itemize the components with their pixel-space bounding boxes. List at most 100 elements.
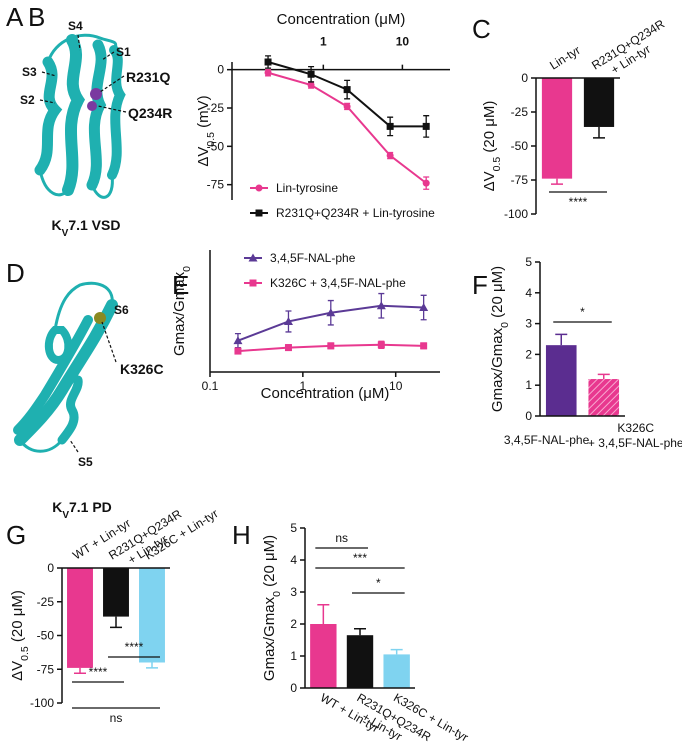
y-axis-label-part: 0 [271,591,283,597]
x-axis-label-part: Concentration (μM) [261,385,390,402]
y-axis-label-part: Gmax/Gmax [261,596,278,681]
x-tick-label: R231Q+Q234R+ Lin-tyr [589,16,675,84]
y-axis-label-part: (20 μM) [9,590,26,646]
y-axis-label: ΔV0.5 (mV) [195,95,217,166]
y-tick-label: 0 [47,561,54,575]
bar [588,379,620,416]
bar [541,78,573,179]
y-tick-label: -50 [511,139,529,153]
error-bar [317,604,330,624]
y-tick-label: -75 [511,173,529,187]
significance-label: **** [89,665,108,679]
y-tick-label: 0 [217,63,224,77]
panel-letter: E [172,270,189,300]
panel-letter: C [472,14,491,44]
significance-label: ns [335,531,348,545]
y-axis-label: Gmax/Gmax0 (20 μM) [261,535,283,681]
structure-label: S3 [22,65,37,79]
y-axis-label-part: ΔV [9,661,26,681]
y-tick-label: 1 [525,378,532,392]
structure-vsd [34,33,126,199]
marker [343,102,351,110]
y-tick-label: 5 [290,521,297,535]
error-bar [110,616,122,629]
y-axis-label: ΔV0.5 (20 μM) [481,101,503,192]
y-axis-label-part: 0 [181,266,193,272]
residue-sphere [87,101,97,111]
y-tick-label: -50 [207,139,225,153]
x-tick-label-line: Lin-tyr [547,43,583,73]
error-bar [146,662,158,669]
marker [376,301,386,310]
bar [346,635,374,688]
x-tick-label: 3,4,5F-NAL-phe [504,433,590,447]
marker [233,336,243,345]
structure-label: R231Q [126,69,170,85]
y-tick-label: -75 [37,662,55,676]
marker [419,303,429,312]
y-axis-label-part: Gmax/Gmax [489,327,506,412]
bar [583,78,615,127]
y-axis-label-part: 0.5 [19,646,31,661]
y-tick-label: 0 [525,409,532,423]
structure-pd [13,281,118,453]
y-axis-label: Gmax/Gmax0 (20 μM) [489,266,511,412]
x-tick-label-line: 3,4,5F-NAL-phe [504,433,590,447]
error-bar [593,126,605,139]
significance-label: **** [125,640,144,654]
panel-letter: A [6,2,24,32]
significance-label: * [376,576,381,590]
marker [255,184,263,192]
marker [283,316,293,325]
y-axis-label-part: (20 μM) [261,535,278,591]
marker [386,152,394,160]
structure-label: S2 [20,93,35,107]
leader-lines [69,321,117,453]
bar [310,624,337,688]
y-axis-label-part: 0.5 [205,132,217,147]
y-tick-label: 2 [290,617,297,631]
caption-part: 7.1 VSD [68,217,120,233]
x-tick-label: 1 [320,35,327,49]
y-axis-label-part: ΔV [481,171,498,191]
structure-label: S4 [68,19,83,33]
structure-label: S1 [116,45,131,59]
marker [420,342,428,350]
y-tick-label: 3 [290,585,297,599]
marker [326,308,336,317]
y-axis-label-part: Gmax/Gmax [171,271,188,356]
y-axis-label-part: 0 [499,322,511,328]
marker [248,253,258,262]
marker [255,209,263,217]
x-tick-label-line: + 3,4,5F-NAL-phe [588,436,682,450]
y-axis-label-part: 0.5 [491,157,503,172]
marker [307,70,315,78]
y-tick-label: 0 [290,681,297,695]
bar [383,654,410,688]
marker [377,341,385,349]
marker [264,58,272,66]
y-axis-label-part: (mV) [195,95,212,132]
panel-letter: G [6,520,26,550]
marker [284,344,292,352]
y-tick-label: 2 [525,347,532,361]
significance-label: *** [353,551,367,565]
legend-label: R231Q+Q234R + Lin-tyrosine [276,206,435,220]
y-tick-label: -75 [207,178,225,192]
y-axis-label-part: (20 μM) [481,101,498,157]
panel-letter: F [472,270,488,300]
y-tick-label: -100 [504,207,528,221]
x-tick-label: K326C + 3,4,5F-NAL-phe [588,421,682,450]
significance-label: ns [110,711,123,725]
structure-label: S6 [114,303,129,317]
marker [422,122,430,130]
significance-label: * [580,305,585,319]
x-tick-label-line: K326C [617,421,654,435]
marker [386,122,394,130]
marker [249,279,257,287]
y-axis-label-part: (20 μM) [489,266,506,322]
error-bar [555,333,568,346]
legend-label: K326C + 3,4,5F-NAL-phe [270,276,406,290]
bar [545,345,577,416]
